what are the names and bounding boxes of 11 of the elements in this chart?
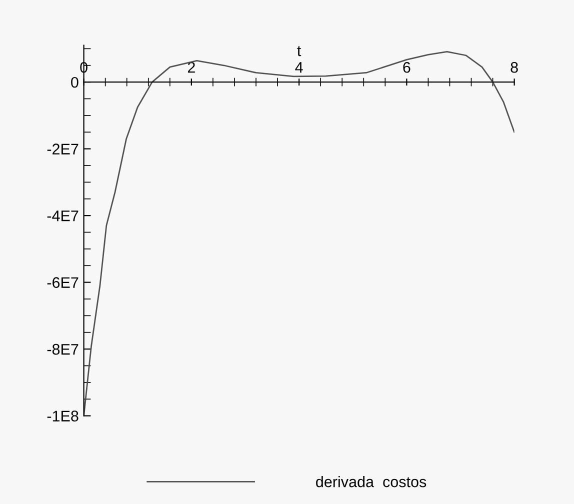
y-tick-label: -6E7 <box>47 277 78 288</box>
y-tick-label: -4E7 <box>47 210 78 222</box>
y-tick-label: -1E8 <box>47 410 78 422</box>
x-axis-title: t <box>297 46 302 56</box>
x-tick-label: 4 <box>295 62 303 73</box>
y-tick-label: 0 <box>71 76 78 88</box>
x-tick-label: 6 <box>403 62 410 73</box>
y-tick-label: -8E7 <box>47 344 78 355</box>
text: derivada costos <box>316 476 426 488</box>
y-tick-label: -2E7 <box>47 144 78 154</box>
x-tick-label: 8 <box>510 62 518 73</box>
